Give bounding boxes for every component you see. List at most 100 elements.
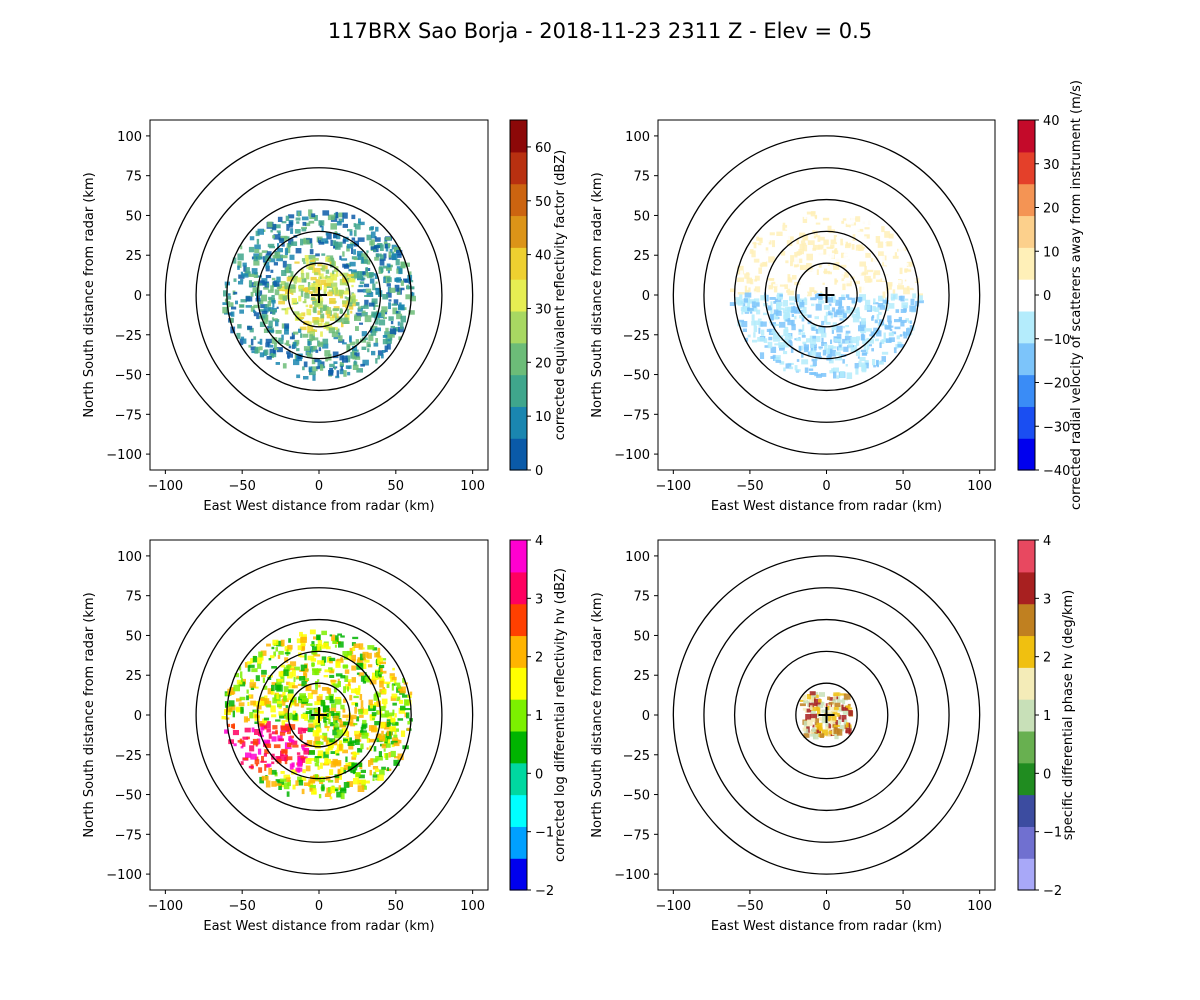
- y-tick-label: 75: [633, 170, 650, 185]
- y-tick-label: −50: [623, 369, 650, 384]
- x-tick-label: 100: [967, 479, 992, 494]
- chart-panel-specific_differential_phase: −100 −50 0 50 100 −100 −75 −50 −25 0 25 50 75 100 East…: [590, 534, 1076, 934]
- y-tick-label: −25: [115, 329, 142, 344]
- colorbar-tick-label: 40: [1043, 114, 1060, 129]
- x-tick-label: 50: [388, 899, 405, 914]
- colorbar-tick-label: −20: [1043, 377, 1070, 392]
- y-tick-label: −25: [623, 329, 650, 344]
- y-tick-label: 50: [125, 209, 142, 224]
- colorbar-segment: [1018, 603, 1035, 637]
- colorbar-tick-label: 10: [1043, 245, 1060, 260]
- range-ring-40km: [764, 650, 889, 780]
- colorbar-segment: [510, 406, 527, 439]
- range-ring-60km: [226, 618, 412, 812]
- colorbar-segment: [1018, 215, 1035, 248]
- colorbar-segment: [510, 151, 527, 185]
- x-axis-label: East West distance from radar (km): [711, 919, 942, 934]
- x-tick-label: −50: [736, 899, 763, 914]
- y-tick-label: 50: [633, 629, 650, 644]
- range-ring-80km: [703, 587, 950, 843]
- figure-title: 117BRX Sao Borja - 2018-11-23 2311 Z - E…: [328, 19, 872, 43]
- colorbar-tick-label: 2: [535, 651, 543, 666]
- colorbar-segment: [510, 635, 527, 668]
- colorbar-tick-label: 20: [535, 356, 552, 371]
- x-axis-label: East West distance from radar (km): [203, 499, 434, 514]
- range-ring-40km: [256, 650, 382, 780]
- colorbar: −2 −1 0 1 2 3 4 corrected log differential refl…: [509, 534, 568, 899]
- colorbar-segment: [510, 540, 527, 573]
- colorbar-tick-label: −2: [535, 884, 554, 899]
- colorbar-tick-label: 3: [535, 592, 543, 607]
- colorbar-segment: [510, 794, 527, 827]
- colorbar-segment: [510, 342, 527, 376]
- colorbar-segment: [510, 120, 527, 153]
- x-tick-label: 50: [388, 479, 405, 494]
- colorbar-tick-label: 4: [535, 534, 543, 549]
- x-tick-label: 0: [822, 479, 830, 494]
- y-tick-label: 0: [134, 289, 142, 304]
- colorbar-tick-label: 0: [535, 767, 543, 782]
- colorbar-segment: [1018, 310, 1035, 344]
- colorbar-tick-label: 30: [535, 302, 552, 317]
- x-tick-label: −100: [655, 899, 691, 914]
- colorbar: −2 −1 0 1 2 3 4 specific differential phase hv …: [1017, 534, 1076, 899]
- y-tick-label: 25: [125, 669, 142, 684]
- x-axis-label: East West distance from radar (km): [711, 499, 942, 514]
- colorbar: −40 −30 −20 −10 0 10 20 30 40 corrected radial ve…: [1017, 80, 1084, 510]
- radar-location-marker: [818, 707, 835, 723]
- chart-panel-reflectivity: −100 −50 0 50 100−100−75−50−250255075100East…: [82, 119, 568, 514]
- colorbar-label: corrected equivalent reflectivity factor…: [553, 150, 568, 441]
- colorbar-segment: [510, 183, 527, 217]
- range-ring-100km: [672, 135, 981, 455]
- range-ring-60km: [733, 198, 920, 392]
- colorbar-frame: [509, 119, 528, 471]
- range-ring-80km: [195, 587, 443, 843]
- range-ring-20km: [287, 262, 351, 328]
- colorbar-tick-label: 4: [1043, 534, 1051, 549]
- colorbar-tick-label: −10: [1043, 333, 1070, 348]
- colorbar-segment: [1018, 699, 1035, 732]
- colorbar-tick-label: 60: [535, 141, 552, 156]
- colorbar-segment: [510, 730, 527, 764]
- colorbar-segment: [510, 603, 527, 637]
- colorbar-segment: [1018, 279, 1035, 312]
- y-axis-label: North South distance from radar (km): [590, 592, 605, 837]
- radar-location-marker: [311, 707, 327, 723]
- x-tick-label: 50: [895, 479, 912, 494]
- chart-panel-differential_reflectivity: −100 −50 0 50 100 −100 −75 −50 −25 0 25 50 75 100 East…: [82, 534, 568, 934]
- x-axis-label: East West distance from radar (km): [203, 919, 434, 934]
- colorbar-tick-label: −40: [1043, 464, 1070, 479]
- y-tick-label: −100: [106, 448, 142, 463]
- x-tick-label: −100: [655, 479, 691, 494]
- x-tick-label: −50: [736, 479, 763, 494]
- colorbar-segment: [1018, 762, 1035, 796]
- colorbar-tick-label: 30: [1043, 158, 1060, 173]
- y-tick-label: −75: [623, 828, 650, 843]
- colorbar-tick-label: −1: [1043, 826, 1062, 841]
- colorbar-segment: [1018, 120, 1035, 153]
- y-tick-label: 50: [633, 209, 650, 224]
- radar-location-marker: [818, 287, 835, 303]
- range-ring-100km: [164, 135, 474, 455]
- colorbar-segment: [510, 571, 527, 605]
- y-axis-label: North South distance from radar (km): [82, 172, 97, 417]
- y-tick-label: 100: [625, 550, 650, 565]
- y-tick-label: −100: [614, 448, 650, 463]
- y-tick-label: 25: [633, 249, 650, 264]
- y-tick-label: −75: [115, 828, 142, 843]
- x-tick-label: −50: [228, 899, 255, 914]
- y-tick-label: 75: [633, 590, 650, 605]
- colorbar-segment: [510, 247, 527, 280]
- radar-location-marker: [311, 287, 327, 303]
- range-rings: [672, 135, 981, 455]
- colorbar-segment: [510, 310, 527, 344]
- range-ring-60km: [226, 198, 412, 392]
- x-tick-label: −100: [148, 899, 184, 914]
- y-tick-label: −75: [115, 408, 142, 423]
- colorbar-tick-label: 1: [535, 709, 543, 724]
- x-tick-label: 0: [822, 899, 830, 914]
- y-tick-label: 100: [117, 130, 142, 145]
- range-ring-100km: [672, 555, 981, 875]
- x-tick-label: 100: [460, 479, 485, 494]
